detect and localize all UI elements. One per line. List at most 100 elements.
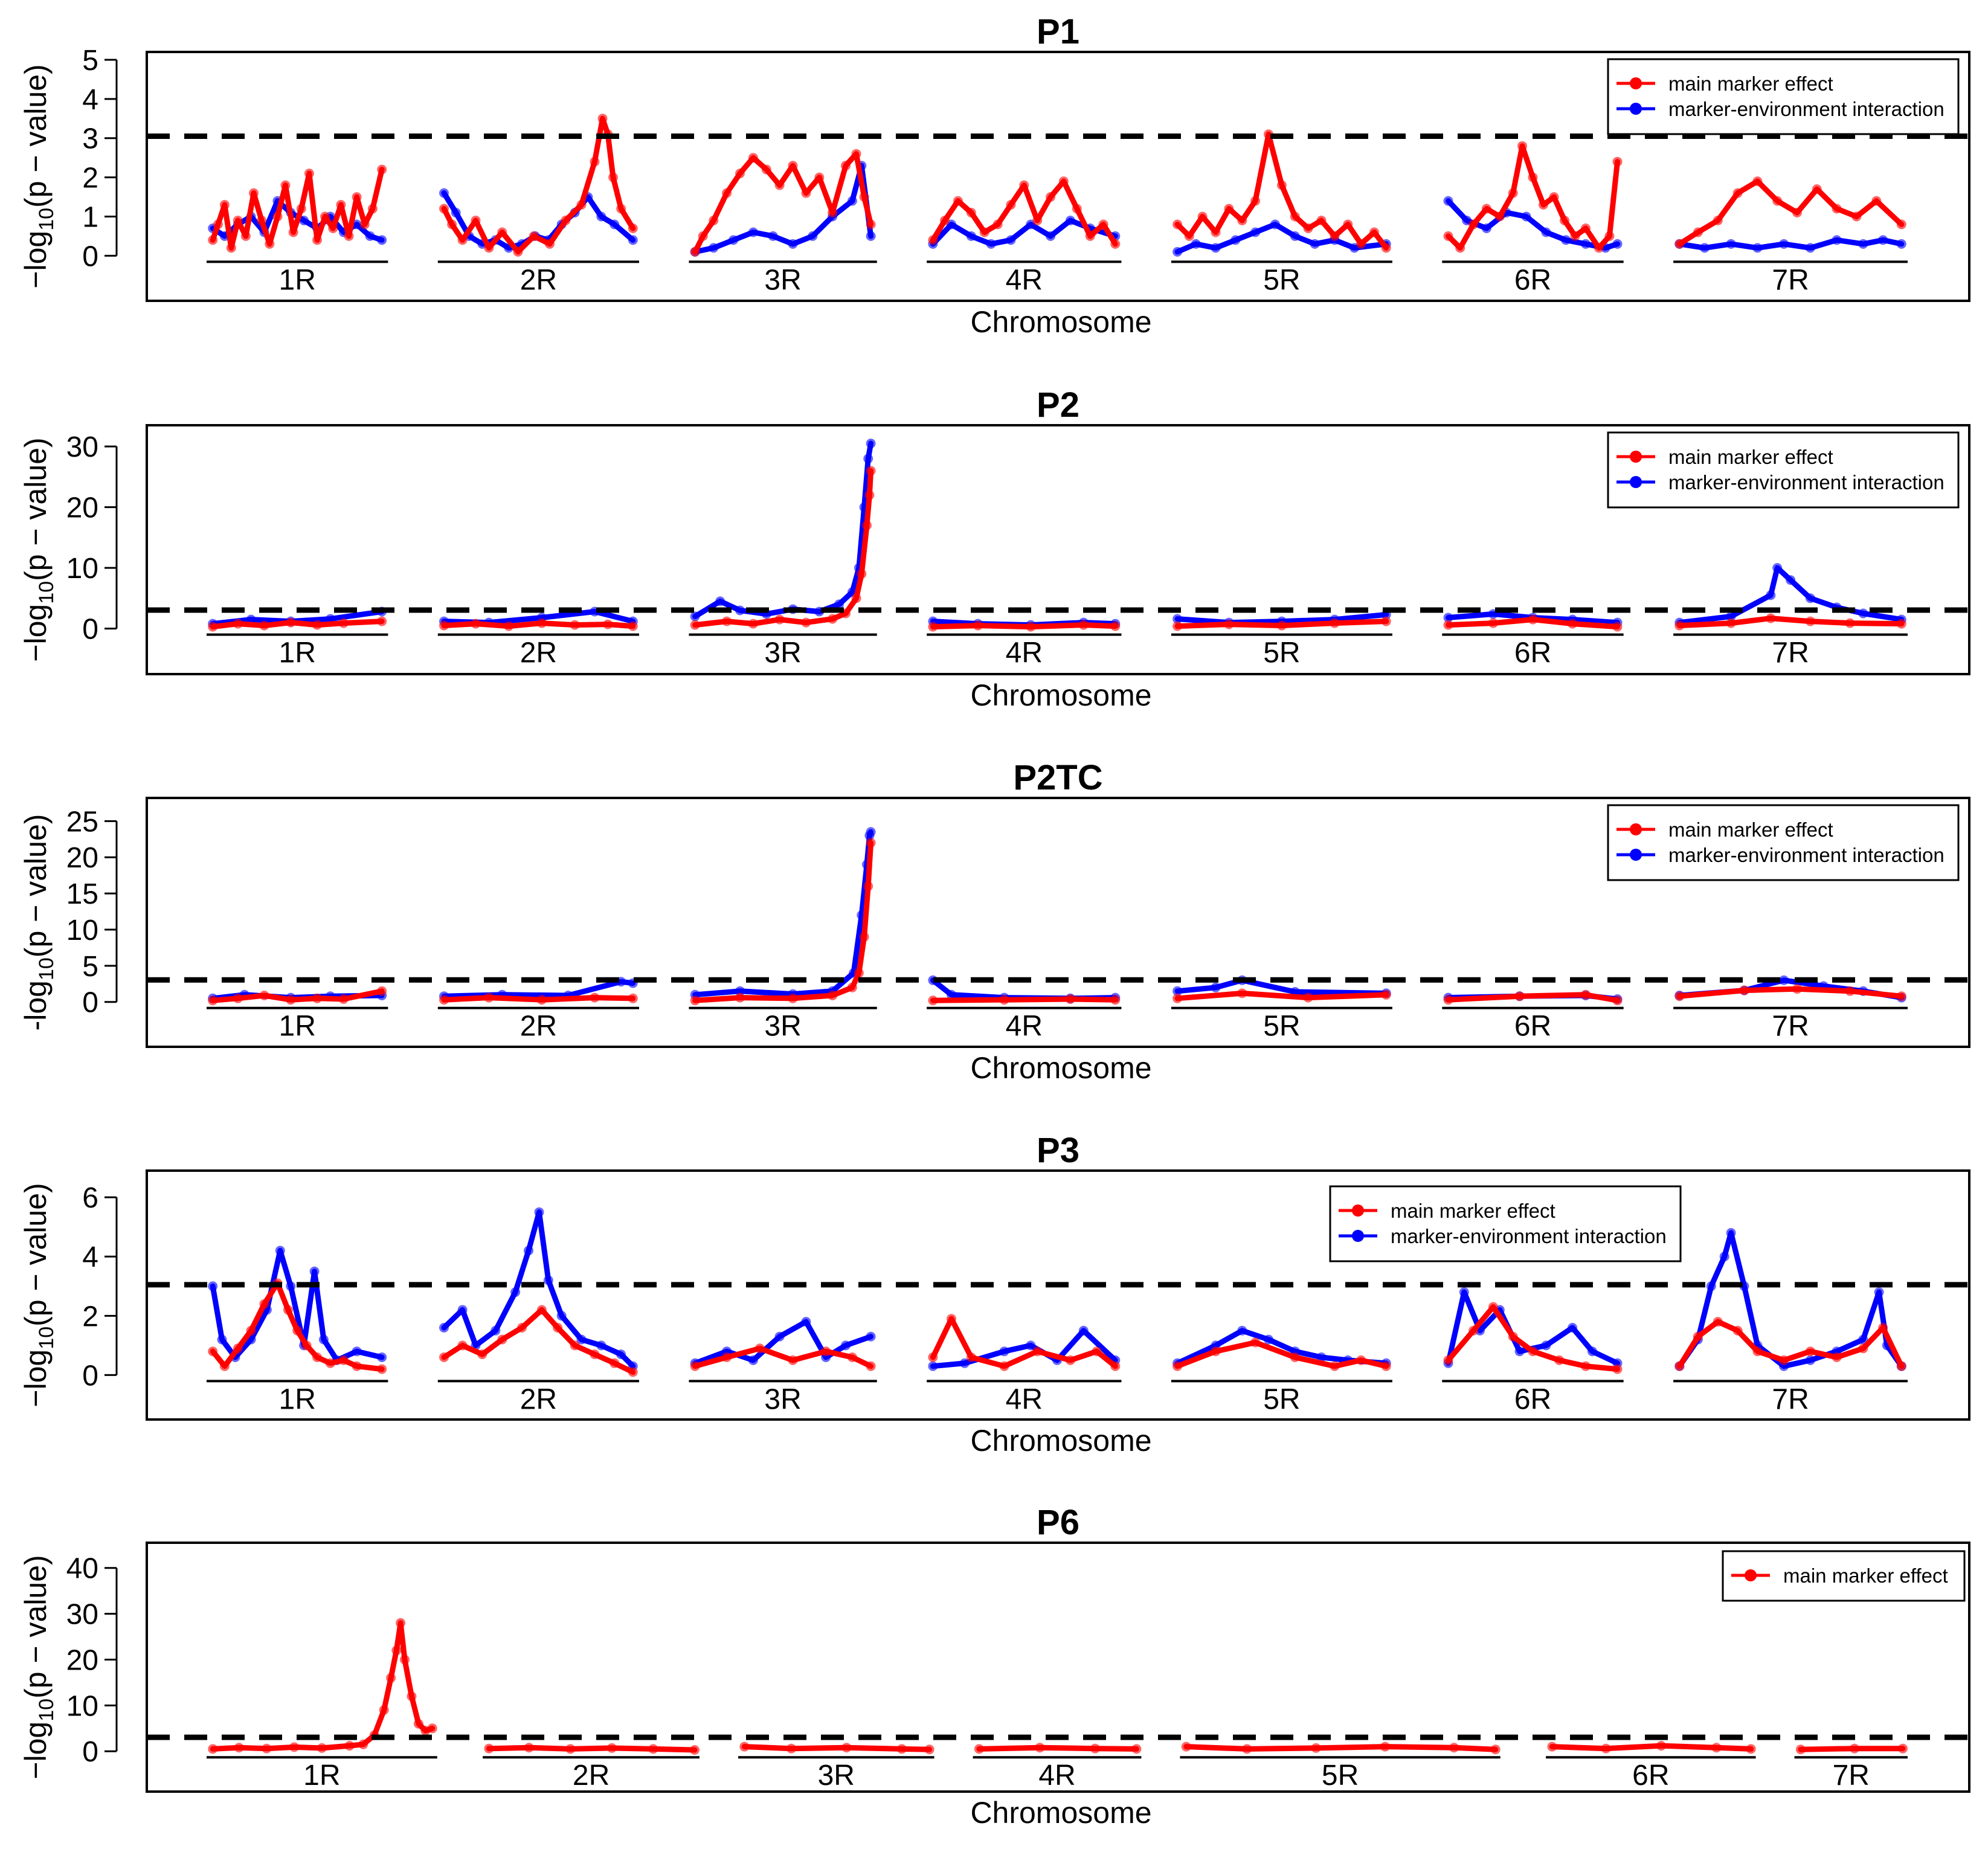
data-point (286, 1281, 296, 1291)
data-point (690, 611, 700, 622)
chromosome-label: 6R (1514, 264, 1551, 296)
data-point (296, 204, 306, 214)
data-point (1726, 618, 1736, 628)
data-point (427, 1723, 437, 1734)
data-point (999, 1361, 1009, 1371)
data-point (1316, 216, 1327, 225)
y-axis-label: −log10(p − value) (19, 64, 58, 288)
data-point (377, 164, 387, 175)
data-point (1528, 614, 1538, 625)
series-main-marker-effect (208, 1618, 1908, 1755)
legend-entry: marker-environment interaction (1668, 844, 1945, 866)
data-point (407, 1691, 417, 1702)
data-point (1711, 1743, 1722, 1753)
data-point (1832, 204, 1842, 214)
data-point (1356, 1355, 1366, 1365)
chromosome-label: 3R (818, 1760, 855, 1792)
legend-swatch-point (1630, 451, 1642, 463)
data-point (208, 622, 218, 632)
series-main-marker-effect (208, 466, 1906, 632)
data-point (457, 1305, 468, 1315)
data-point (1181, 1741, 1191, 1752)
data-point (1779, 975, 1789, 985)
chromosome-label: 7R (1772, 1011, 1809, 1043)
data-point (1674, 620, 1685, 631)
data-point (1494, 211, 1505, 222)
data-point (352, 1346, 362, 1357)
data-point (1878, 235, 1888, 245)
data-point (1197, 211, 1208, 222)
data-point (866, 439, 876, 449)
y-tick-label: 10 (66, 915, 98, 947)
data-point (768, 231, 778, 241)
chromosome-label: 3R (764, 637, 801, 669)
data-point (608, 172, 618, 182)
data-point (690, 1361, 700, 1371)
data-point (1058, 176, 1069, 187)
data-point (439, 188, 449, 198)
data-point (524, 1246, 533, 1256)
data-point (1211, 227, 1221, 237)
data-point (1173, 614, 1183, 624)
data-point (1517, 141, 1527, 151)
data-point (1568, 1323, 1578, 1333)
panel-title: P3 (1037, 1131, 1079, 1170)
data-point (709, 216, 719, 225)
data-point (1330, 1361, 1340, 1371)
data-point (1850, 1743, 1859, 1754)
data-point (1270, 219, 1280, 230)
data-point (857, 569, 867, 579)
legend-swatch-point (1630, 476, 1642, 488)
data-point (536, 618, 547, 628)
data-point (1732, 188, 1743, 198)
data-point (286, 617, 296, 628)
data-point (457, 235, 468, 245)
data-point (1706, 1281, 1716, 1291)
data-point (497, 227, 507, 237)
data-point (1184, 231, 1194, 241)
data-point (896, 1744, 907, 1754)
data-point (1805, 616, 1815, 626)
panel-p2: P2 0 10 20 30−log10(p − value) Chromosome 1R 2R… (19, 385, 1970, 712)
data-point (1693, 227, 1703, 237)
data-point (217, 1334, 227, 1345)
data-point (1026, 622, 1036, 632)
data-point (1078, 620, 1089, 630)
data-point (986, 239, 996, 249)
data-point (484, 1743, 494, 1754)
data-point (729, 235, 739, 245)
data-point (616, 1349, 626, 1360)
data-point (262, 1743, 272, 1754)
data-point (1211, 1346, 1221, 1357)
legend-entry: main marker effect (1668, 446, 1833, 468)
data-point (439, 995, 449, 1005)
data-point (312, 620, 322, 630)
legend: main marker effect (1722, 1550, 1966, 1602)
data-point (1805, 243, 1815, 253)
data-point (1090, 1743, 1100, 1754)
data-point (524, 1743, 534, 1753)
data-point (1173, 246, 1183, 257)
data-point (1098, 219, 1108, 230)
data-point (377, 616, 387, 626)
series-line (692, 829, 874, 998)
data-point (1173, 621, 1183, 631)
data-point (471, 216, 481, 225)
data-point (1699, 243, 1710, 253)
data-point (847, 1352, 857, 1362)
y-tick-label: 4 (82, 84, 98, 116)
data-point (249, 188, 259, 198)
y-axis: 0 2 4 6 (82, 1182, 118, 1392)
data-point (1858, 1343, 1868, 1354)
panel-p6: P6 0 10 20 30 40−log10(p − value) Chromosome 1R… (19, 1503, 1970, 1830)
chromosome-label: 7R (1772, 264, 1809, 296)
data-point (208, 1346, 218, 1357)
data-point (610, 1358, 620, 1368)
data-point (1896, 619, 1906, 629)
data-point (1481, 223, 1491, 233)
data-point (504, 621, 514, 631)
data-point (400, 1654, 410, 1665)
data-point (1250, 227, 1261, 237)
series-line (930, 977, 1118, 1002)
data-point (213, 219, 223, 230)
